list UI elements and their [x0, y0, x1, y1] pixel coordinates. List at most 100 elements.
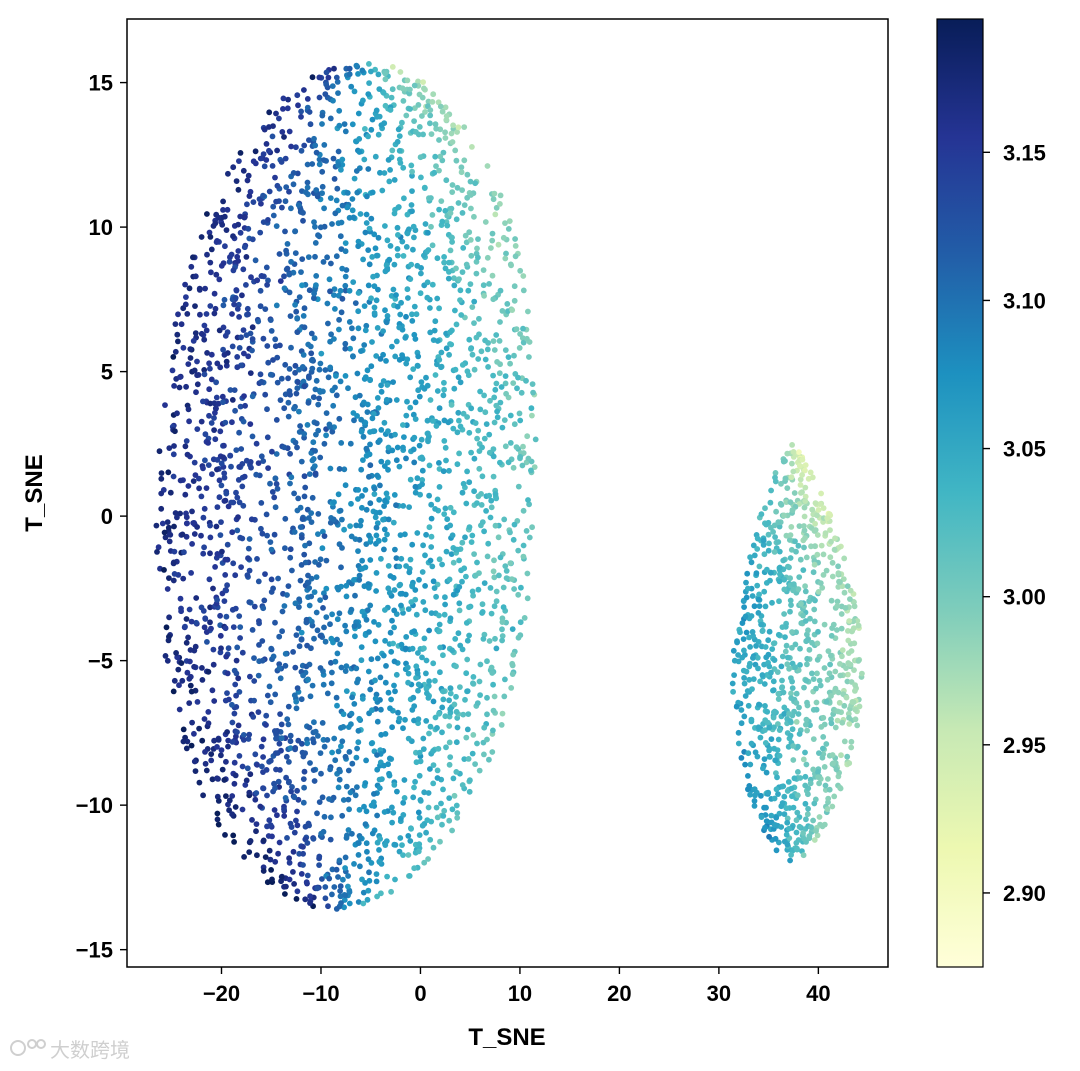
data-point [464, 468, 470, 475]
data-point [333, 906, 340, 912]
data-point [298, 636, 305, 643]
data-point [411, 628, 418, 635]
data-point [497, 201, 503, 207]
data-point [372, 695, 379, 702]
data-point [404, 230, 411, 237]
data-point [823, 567, 830, 574]
data-point [358, 644, 365, 650]
data-point [775, 791, 781, 797]
data-point [346, 889, 353, 895]
data-point [339, 202, 346, 209]
data-point [515, 634, 522, 641]
data-point [233, 447, 240, 453]
data-point [311, 335, 318, 342]
data-point [192, 472, 199, 478]
data-point [222, 243, 228, 250]
data-point [801, 544, 807, 551]
data-point [793, 548, 799, 555]
data-point [800, 852, 807, 859]
data-point [485, 364, 491, 370]
data-point [775, 519, 782, 526]
data-point [492, 491, 499, 497]
data-point [773, 508, 779, 515]
data-point [342, 854, 349, 861]
data-point [171, 523, 177, 530]
data-point [263, 157, 270, 163]
data-point [803, 816, 809, 823]
data-point [481, 724, 488, 731]
data-point [816, 750, 822, 756]
data-point [384, 237, 391, 244]
data-point [490, 372, 496, 379]
data-point [441, 254, 447, 260]
data-point [824, 806, 831, 813]
data-point [409, 168, 415, 175]
data-point [829, 625, 835, 631]
data-point [298, 113, 304, 120]
data-point [265, 465, 271, 471]
data-point [799, 456, 806, 463]
data-point [447, 522, 454, 529]
data-point [276, 115, 282, 122]
data-point [263, 141, 270, 147]
data-point [270, 212, 277, 219]
data-point [771, 822, 778, 828]
data-point [742, 613, 749, 620]
data-point [276, 251, 283, 257]
data-point [475, 493, 482, 500]
data-point [837, 784, 843, 791]
data-point [358, 517, 364, 524]
data-point [442, 135, 449, 141]
data-point [426, 730, 432, 737]
data-point [516, 345, 523, 351]
data-point [330, 402, 337, 409]
data-point [182, 281, 189, 288]
data-point [404, 356, 411, 363]
data-point [299, 282, 305, 289]
data-point [276, 633, 283, 640]
data-point [458, 169, 465, 176]
data-point [824, 515, 831, 521]
data-point [212, 436, 219, 443]
data-point [805, 791, 811, 798]
data-point [242, 214, 248, 220]
colorbar-tick-label: 2.95 [1003, 733, 1046, 758]
data-point [267, 539, 274, 545]
data-point [729, 680, 736, 687]
data-point [307, 760, 313, 766]
data-point [481, 292, 487, 299]
data-point [448, 551, 455, 557]
data-point [261, 597, 268, 604]
data-point [405, 833, 412, 839]
data-point [450, 591, 457, 598]
data-point [333, 197, 340, 204]
data-point [235, 514, 241, 521]
data-point [748, 559, 755, 566]
data-point [750, 676, 757, 682]
data-point [367, 686, 374, 693]
data-point [335, 784, 342, 791]
data-point [391, 210, 398, 217]
data-point [497, 459, 503, 466]
data-point [281, 813, 288, 819]
data-point [279, 608, 286, 615]
data-point [188, 688, 195, 695]
data-point [268, 645, 275, 652]
data-point [759, 672, 766, 678]
data-point [418, 454, 425, 461]
data-point [456, 600, 463, 607]
data-point [347, 789, 354, 796]
data-point [492, 635, 498, 642]
data-point [484, 694, 490, 701]
data-point [743, 594, 750, 601]
data-point [201, 322, 208, 329]
data-point [249, 627, 256, 633]
data-point [822, 530, 829, 537]
data-point [477, 661, 484, 668]
data-point [396, 356, 403, 363]
data-point [342, 340, 349, 347]
data-point [419, 113, 425, 119]
data-point [768, 812, 775, 819]
data-point [476, 465, 483, 472]
